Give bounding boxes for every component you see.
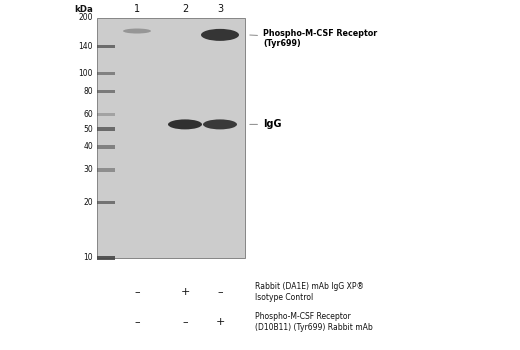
Text: –: –	[134, 287, 140, 297]
Text: 3: 3	[217, 4, 223, 14]
Bar	[97, 256, 115, 260]
Text: –: –	[134, 317, 140, 327]
Text: +: +	[215, 317, 225, 327]
Bar	[97, 145, 115, 149]
Text: kDa: kDa	[74, 5, 93, 14]
Text: 80: 80	[83, 87, 93, 96]
Text: +: +	[180, 287, 190, 297]
Text: Phospho-M-CSF Receptor
(Tyr699): Phospho-M-CSF Receptor (Tyr699)	[250, 29, 377, 48]
Bar	[97, 90, 115, 93]
Ellipse shape	[201, 29, 239, 41]
Text: 60: 60	[83, 110, 93, 119]
Text: 1: 1	[134, 4, 140, 14]
Text: 140: 140	[79, 42, 93, 51]
Text: 100: 100	[79, 69, 93, 78]
Text: 20: 20	[83, 198, 93, 207]
Bar	[97, 201, 115, 204]
Text: 10: 10	[83, 253, 93, 262]
Text: –: –	[182, 317, 188, 327]
Text: 50: 50	[83, 125, 93, 134]
Text: –: –	[217, 287, 223, 297]
Bar	[97, 18, 245, 258]
Text: 40: 40	[83, 142, 93, 152]
Text: Phospho-M-CSF Receptor
(D10B11) (Tyr699) Rabbit mAb: Phospho-M-CSF Receptor (D10B11) (Tyr699)…	[255, 312, 373, 332]
Bar	[97, 127, 115, 131]
Bar	[97, 72, 115, 75]
Bar	[97, 168, 115, 172]
Ellipse shape	[123, 28, 151, 34]
Ellipse shape	[168, 119, 202, 130]
Text: 2: 2	[182, 4, 188, 14]
Text: Rabbit (DA1E) mAb IgG XP®
Isotype Control: Rabbit (DA1E) mAb IgG XP® Isotype Contro…	[255, 282, 364, 302]
Bar	[97, 113, 115, 116]
Text: 200: 200	[79, 14, 93, 22]
Bar	[97, 45, 115, 48]
Text: 30: 30	[83, 166, 93, 175]
Ellipse shape	[203, 119, 237, 130]
Text: IgG: IgG	[250, 119, 281, 130]
